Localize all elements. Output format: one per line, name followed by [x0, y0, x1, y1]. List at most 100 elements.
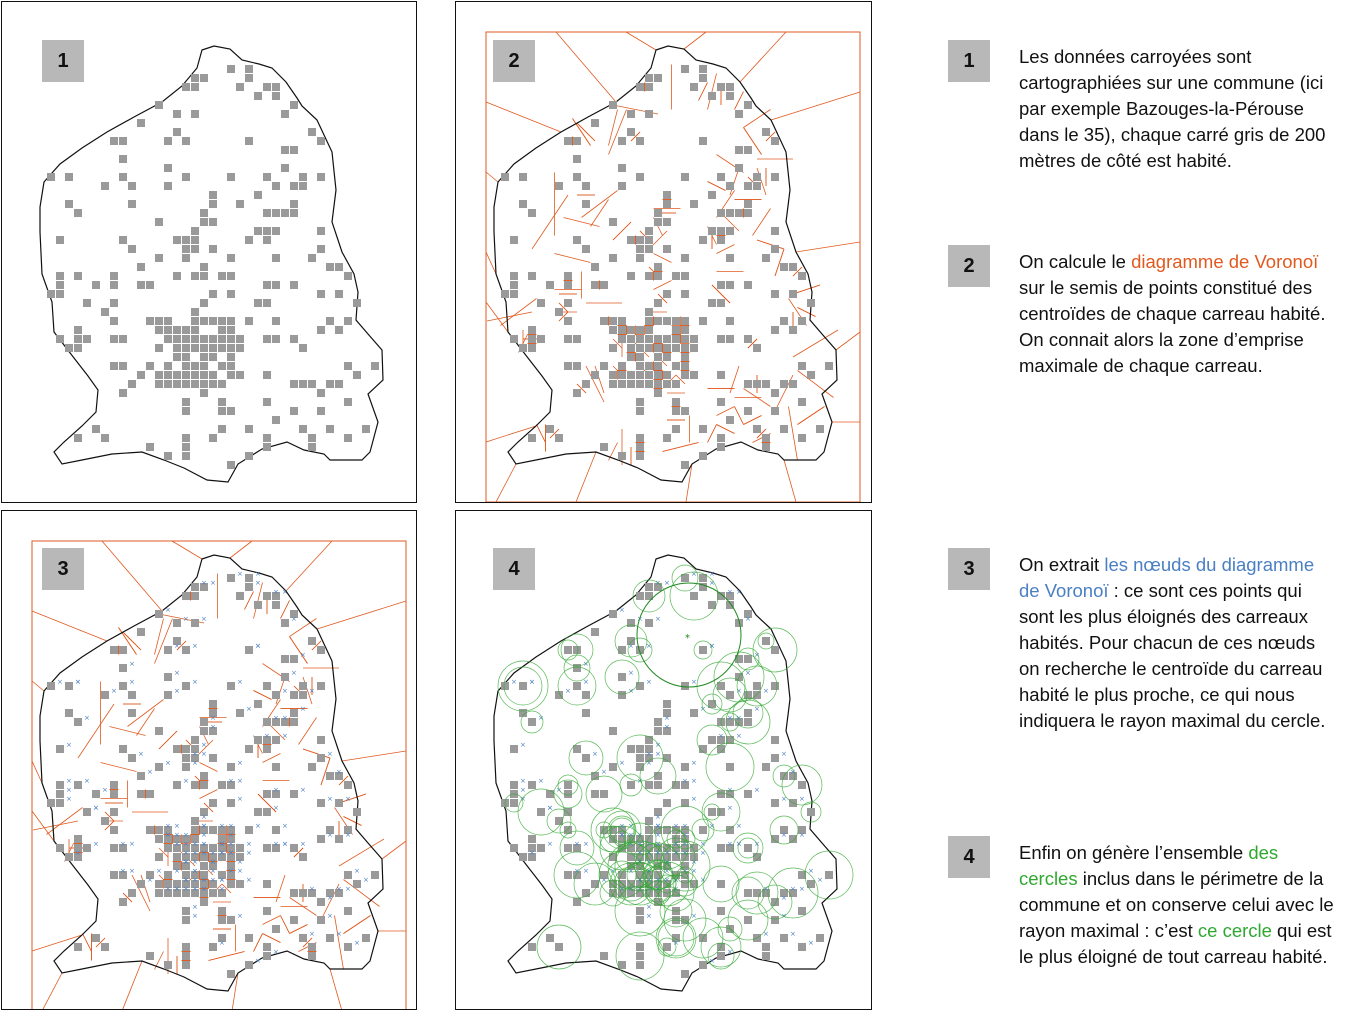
inhabited-square — [155, 344, 163, 352]
inhabited-square — [362, 934, 370, 942]
inhabited-square — [164, 182, 172, 190]
inhabited-square — [771, 799, 779, 807]
voronoi-node: × — [174, 642, 180, 650]
inhabited-square — [200, 772, 208, 780]
voronoi-node: × — [664, 714, 670, 722]
candidate-circle — [626, 861, 654, 889]
voronoi-node: × — [529, 678, 535, 686]
inhabited-square — [182, 371, 190, 379]
voronoi-node: × — [646, 840, 652, 848]
inhabited-square — [636, 236, 644, 244]
map-1-canvas — [39, 45, 384, 483]
voronoi-node: × — [655, 822, 661, 830]
voronoi-node: × — [754, 786, 760, 794]
voronoi-node: × — [201, 885, 207, 893]
inhabited-square — [218, 272, 226, 280]
voronoi-node: × — [655, 849, 661, 857]
inhabited-square — [636, 362, 644, 370]
inhabited-square — [564, 281, 572, 289]
inhabited-square — [263, 718, 271, 726]
inhabited-square — [200, 272, 208, 280]
voronoi-node: × — [282, 687, 288, 695]
inhabited-square — [645, 110, 653, 118]
voronoi-node: × — [192, 885, 198, 893]
inhabited-square — [317, 326, 325, 334]
voronoi-node: × — [655, 615, 661, 623]
inhabited-square — [110, 362, 118, 370]
inhabited-square — [200, 808, 208, 816]
voronoi-edge — [280, 915, 290, 934]
inhabited-square — [182, 844, 190, 852]
inhabited-square — [798, 317, 806, 325]
voronoi-node: × — [709, 642, 715, 650]
inhabited-square — [272, 416, 280, 424]
inhabited-square — [771, 227, 779, 235]
inhabited-square — [146, 952, 154, 960]
inhabited-square — [555, 434, 563, 442]
voronoi-node: × — [237, 912, 243, 920]
inhabited-square — [825, 362, 833, 370]
voronoi-node: × — [700, 849, 706, 857]
inhabited-square — [101, 182, 109, 190]
inhabited-square — [636, 754, 644, 762]
voronoi-edge — [199, 762, 218, 772]
voronoi-edge — [46, 807, 83, 835]
inhabited-square — [263, 209, 271, 217]
step-2-text-end: sur le semis de points constitué des cen… — [1019, 277, 1326, 376]
inhabited-square — [528, 943, 536, 951]
voronoi-node: × — [201, 849, 207, 857]
inhabited-square — [263, 907, 271, 915]
candidate-circle — [772, 764, 796, 788]
inhabited-square — [519, 200, 527, 208]
inhabited-square — [744, 790, 752, 798]
voronoi-node: × — [538, 714, 544, 722]
inhabited-square — [317, 227, 325, 235]
inhabited-square — [591, 628, 599, 636]
voronoi-node: × — [93, 840, 99, 848]
voronoi-node: × — [628, 642, 634, 650]
inhabited-square — [155, 254, 163, 262]
inhabited-square — [128, 691, 136, 699]
inhabited-square — [83, 808, 91, 816]
voronoi-node: × — [219, 840, 225, 848]
inhabited-square — [717, 790, 725, 798]
candidate-circle — [663, 898, 707, 942]
inhabited-square — [227, 826, 235, 834]
step-4-text-start: Enfin on génère l’ensemble — [1019, 842, 1249, 863]
inhabited-square — [65, 853, 73, 861]
inhabited-square — [609, 218, 617, 226]
inhabited-square — [564, 844, 572, 852]
voronoi-edge — [657, 293, 668, 304]
inhabited-square — [200, 263, 208, 271]
voronoi-node: × — [511, 678, 517, 686]
inhabited-square — [110, 317, 118, 325]
voronoi-node: × — [628, 840, 634, 848]
inhabited-square — [681, 844, 689, 852]
voronoi-node: × — [592, 750, 598, 758]
voronoi-node: × — [682, 777, 688, 785]
inhabited-square — [573, 844, 581, 852]
inhabited-square — [191, 227, 199, 235]
step-2-text-start: On calcule le — [1019, 251, 1132, 272]
inhabited-square — [735, 655, 743, 663]
inhabited-square — [299, 853, 307, 861]
inhabited-square — [290, 281, 298, 289]
inhabited-square — [299, 425, 307, 433]
inhabited-square — [546, 281, 554, 289]
voronoi-node: × — [192, 750, 198, 758]
inhabited-square — [281, 673, 289, 681]
inhabited-square — [254, 227, 262, 235]
voronoi-node: × — [547, 804, 553, 812]
voronoi-node: × — [664, 849, 670, 857]
inhabited-square — [137, 880, 145, 888]
inhabited-square — [519, 682, 527, 690]
voronoi-edge — [82, 933, 92, 952]
inhabited-square — [191, 826, 199, 834]
inhabited-square — [591, 371, 599, 379]
inhabited-square — [110, 781, 118, 789]
inhabited-square — [290, 407, 298, 415]
inhabited-square — [663, 200, 671, 208]
inhabited-square — [636, 173, 644, 181]
inhabited-square — [726, 790, 734, 798]
candidate-circle — [732, 832, 764, 864]
